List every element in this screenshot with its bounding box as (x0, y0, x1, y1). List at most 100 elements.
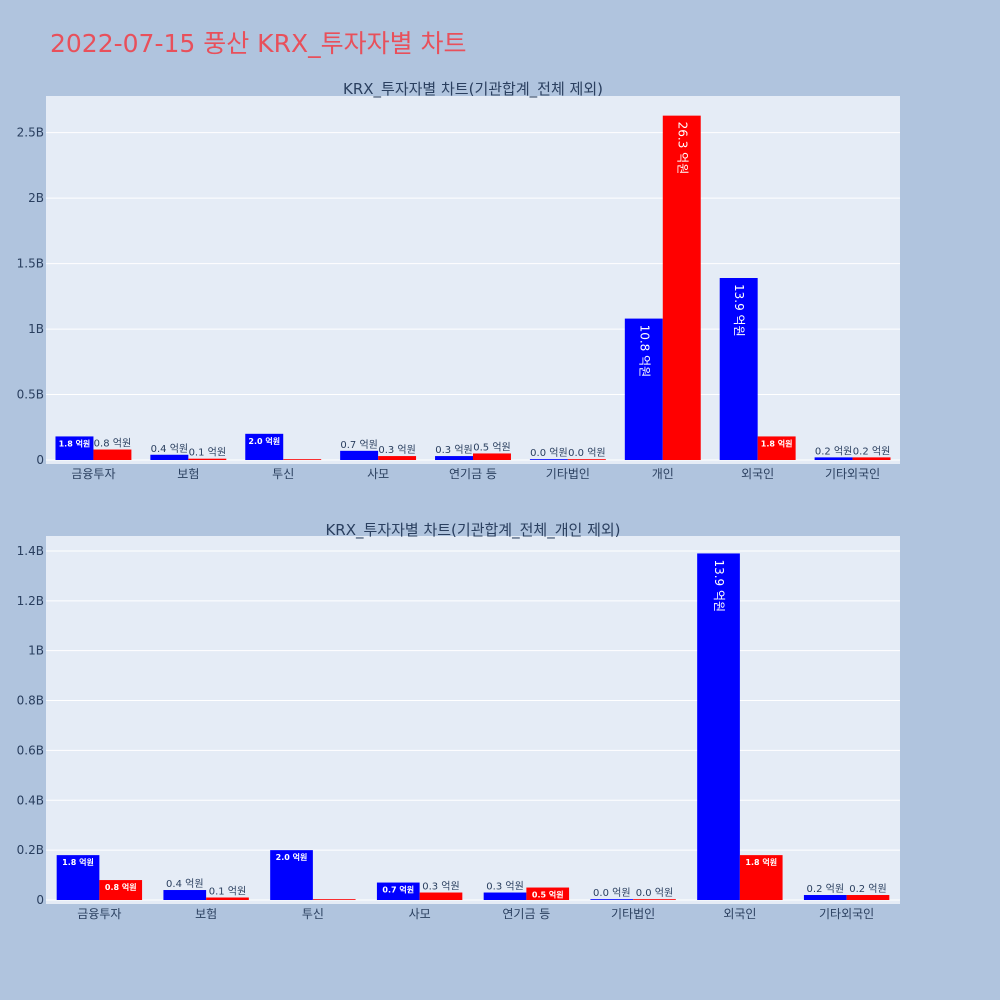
data-label: 13.9 억원 (732, 284, 746, 337)
y-tick-label: 0 (36, 453, 44, 467)
page-title: 2022-07-15 풍산 KRX_투자자별 차트 (50, 29, 467, 58)
x-tick-label: 보험 (195, 907, 217, 921)
chart-1: 0 0.5B 1B 1.5B 2B 2.5B KRX_투자자별 차트(기관합계_전체 제외)… (17, 80, 900, 481)
bar (567, 459, 606, 460)
x-tick-label: 외국인 (723, 907, 756, 921)
x-tick-label: 기타법인 (611, 907, 655, 921)
data-label: 0.3 억원 (378, 444, 415, 456)
x-tick-label: 외국인 (741, 467, 774, 481)
bar (93, 449, 132, 460)
bar (624, 318, 663, 460)
y-tick-label: 0.6B (17, 743, 44, 757)
y-tick-label: 0.2B (17, 843, 44, 857)
chart-title: KRX_투자자별 차트(기관합계_전체 제외) (343, 80, 603, 99)
bar (55, 436, 94, 460)
bar (662, 115, 701, 460)
data-label: 0.3 억원 (422, 881, 459, 893)
data-label: 0.4 억원 (151, 443, 188, 455)
data-label: 0.5 억원 (532, 890, 564, 900)
data-label: 0.2 억원 (853, 445, 890, 457)
x-tick-label: 개인 (652, 467, 674, 481)
data-label: 0.8 억원 (94, 438, 131, 450)
bar (697, 553, 740, 900)
data-label: 0.4 억원 (166, 878, 203, 890)
chart-2: 0 0.2B 0.4B 0.6B 0.8B 1B 1.2B 1.4B KRX_투자자별 차트(기… (17, 521, 900, 921)
x-tick-label: 기타외국인 (819, 907, 874, 921)
bar (378, 456, 417, 460)
bar (846, 895, 890, 900)
y-tick-label: 0.8B (17, 694, 44, 708)
x-tick-label: 금융투자 (77, 907, 121, 921)
bar (739, 855, 783, 900)
bar (435, 456, 473, 460)
data-label: 0.1 억원 (189, 447, 226, 459)
y-tick-label: 1B (28, 322, 44, 336)
chart-title: KRX_투자자별 차트(기관합계_전체_개인 제외) (325, 521, 620, 540)
data-label: 1.8 억원 (62, 857, 94, 867)
bar (150, 454, 189, 460)
data-label: 0.2 억원 (807, 883, 844, 895)
data-label: 13.9 억원 (712, 559, 726, 612)
bar (376, 882, 420, 900)
bar (483, 892, 527, 900)
bar (526, 887, 570, 900)
y-tick-label: 1.5B (17, 257, 44, 271)
plot-area (46, 96, 900, 464)
x-tick-label: 사모 (367, 467, 389, 481)
data-label: 1.8 억원 (745, 857, 777, 867)
y-tick-label: 0.4B (17, 793, 44, 807)
x-tick-label: 투신 (272, 467, 294, 481)
plot-area (46, 536, 900, 904)
bar (312, 899, 356, 900)
y-tick-label: 0.5B (17, 388, 44, 402)
bar (56, 855, 100, 900)
bar (473, 453, 511, 460)
data-label: 1.8 억원 (761, 438, 793, 448)
bar (803, 895, 847, 900)
data-label: 2.0 억원 (276, 852, 308, 862)
data-label: 0.3 억원 (486, 881, 523, 893)
x-tick-label: 연기금 등 (449, 467, 497, 481)
data-label: 0.7 억원 (382, 885, 414, 895)
data-label: 0.8 억원 (105, 882, 137, 892)
bar (270, 850, 313, 900)
x-tick-label: 투신 (302, 907, 324, 921)
data-label: 26.3 억원 (675, 122, 689, 175)
y-tick-label: 1.4B (17, 544, 44, 558)
bar (206, 897, 249, 900)
data-label: 0.7 억원 (340, 439, 377, 451)
x-tick-label: 연기금 등 (502, 907, 550, 921)
bar (852, 457, 891, 460)
data-label: 2.0 억원 (248, 436, 280, 446)
y-tick-label: 0 (36, 893, 44, 907)
data-label: 0.2 억원 (849, 883, 886, 895)
bar (99, 880, 143, 900)
data-label: 0.2 억원 (815, 445, 852, 457)
bar (340, 450, 379, 460)
bar (633, 899, 676, 900)
bar (188, 458, 227, 460)
y-tick-label: 2B (28, 191, 44, 205)
x-tick-label: 보험 (177, 467, 199, 481)
data-label: 10.8 억원 (637, 325, 651, 378)
data-label: 0.5 억원 (473, 441, 510, 453)
bar (814, 457, 853, 460)
x-tick-label: 금융투자 (71, 467, 115, 481)
bar (590, 899, 634, 900)
bar (163, 890, 207, 900)
y-tick-label: 2.5B (17, 126, 44, 140)
bar (245, 433, 284, 460)
data-label: 0.0 억원 (636, 887, 673, 899)
data-label: 0.1 억원 (209, 886, 246, 898)
data-label: 0.0 억원 (568, 447, 605, 459)
data-label: 0.3 억원 (435, 444, 472, 456)
y-tick-label: 1B (28, 644, 44, 658)
x-tick-label: 기타외국인 (825, 467, 880, 481)
x-tick-label: 기타법인 (546, 467, 590, 481)
y-tick-label: 1.2B (17, 594, 44, 608)
bar (283, 459, 322, 460)
bar (419, 892, 463, 900)
x-tick-label: 사모 (409, 907, 431, 921)
bar (529, 459, 568, 460)
